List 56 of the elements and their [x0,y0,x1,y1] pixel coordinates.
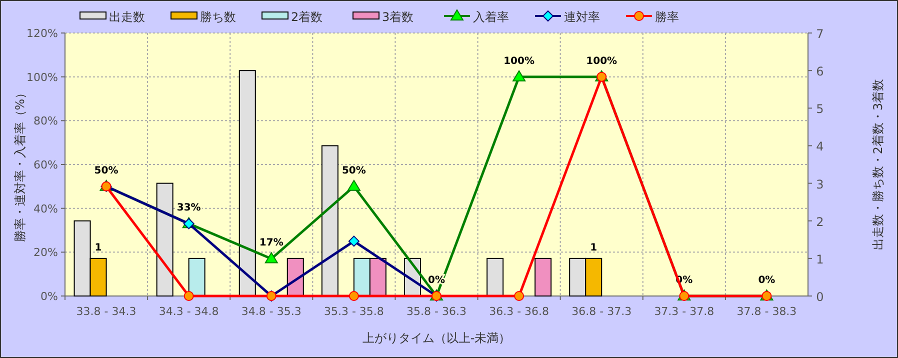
point [348,236,360,247]
legend-label: 連対率 [564,10,600,24]
bar [238,70,256,296]
legend-label: 出走数 [109,10,145,24]
bar [321,145,338,296]
x-tick-label: 36.3 - 36.8 [489,305,550,318]
legend-label: 入着率 [473,10,509,24]
x-tick-label: 37.8 - 38.3 [736,305,797,318]
y-tick-label: 60% [34,158,58,172]
y-tick-label: 20% [34,246,58,260]
bar [534,258,552,296]
x-tick-label: 35.8 - 36.3 [406,305,466,318]
y-axis-title: 勝率・連対率・入着率（%） [13,86,27,242]
bar [156,182,174,296]
x-tick-label: 34.8 - 35.3 [241,305,302,318]
y-tick-label: 80% [34,114,58,128]
y2-tick-label: 5 [816,102,824,116]
x-tick-label: 37.3 - 37.8 [654,305,714,318]
y2-tick-label: 7 [816,27,824,41]
y2-tick-label: 2 [816,214,824,229]
y2-axis-title: 出走数・勝ち数・2着数・3着数 [871,78,885,250]
x-tick-label: 33.8 - 34.3 [76,305,136,318]
y-tick-label: 120% [26,27,58,40]
point [512,70,526,82]
y2-tick-label: 6 [816,64,824,79]
bar [486,258,504,296]
data-label: 1 [590,242,598,254]
legend-label: 2着数 [291,10,323,24]
data-label: 33% [176,202,201,214]
x-axis-title: 上がりタイム（以上-未満） [362,331,511,345]
y2-tick-label: 3 [816,177,824,192]
legend-label: 3着数 [382,10,414,24]
data-label: 100% [586,56,618,67]
y2-tick-label: 1 [816,252,824,266]
data-label: 50% [342,165,366,176]
data-label: 1 [94,242,102,254]
x-tick-label: 34.3 - 34.8 [158,305,219,318]
point [264,252,278,264]
y-tick-label: 40% [34,202,58,216]
y2-tick-label: 0 [816,290,824,304]
x-tick-label: 35.3 - 35.8 [324,305,384,318]
point [347,180,360,191]
x-tick-label: 36.8 - 37.3 [572,305,632,318]
point [514,291,524,301]
point [348,291,359,301]
data-label: 50% [94,165,118,176]
y2-tick-label: 4 [816,140,824,154]
point [184,291,194,301]
data-label: 100% [504,56,535,67]
bar [188,258,206,296]
legend-label: 勝ち数 [200,10,236,24]
y-tick-label: 0% [40,290,58,303]
data-label: 17% [259,238,284,249]
legend-label: 勝率 [655,10,679,24]
data-label: 0% [758,275,776,286]
y-tick-label: 100% [26,70,58,84]
